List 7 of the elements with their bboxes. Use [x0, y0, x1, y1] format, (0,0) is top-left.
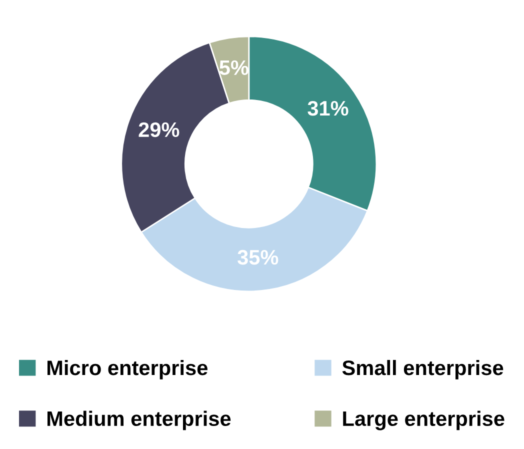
data-label: 29% [138, 122, 180, 138]
legend-label: Large enterprise [343, 410, 504, 430]
data-label: 31% [308, 100, 348, 116]
legend-label: Medium enterprise [47, 410, 231, 430]
legend-label: Micro enterprise [47, 360, 208, 380]
legend-label: Small enterprise [342, 360, 504, 380]
data-label: 35% [238, 250, 278, 265]
